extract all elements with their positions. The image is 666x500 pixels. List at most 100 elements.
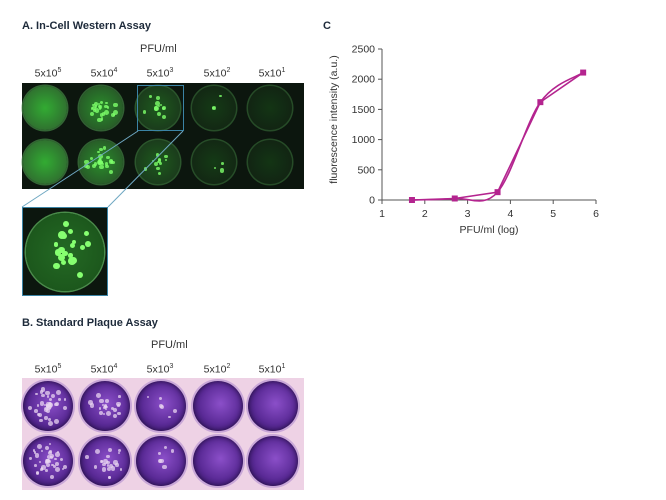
- plaque-spot: [80, 244, 86, 251]
- panel-b-concentration-label: 5x102: [194, 363, 240, 376]
- plaque-clearing: [50, 475, 55, 479]
- plaque-spot: [92, 163, 97, 169]
- fluorescent-well: [136, 86, 180, 130]
- plaque-clearing: [104, 398, 109, 403]
- plaque-plate-image: [22, 378, 304, 490]
- panel-a-concentration-label: 5x102: [194, 67, 240, 80]
- plaque-clearing: [52, 465, 56, 469]
- plaque-clearing: [172, 408, 178, 413]
- plaque-clearing: [55, 401, 60, 406]
- plaque-clearing: [32, 449, 35, 452]
- plaque-clearing: [99, 398, 104, 404]
- plaque-spot: [111, 160, 115, 165]
- plaque-spot: [99, 113, 104, 117]
- plaque-clearing: [168, 415, 171, 419]
- plaque-spot: [94, 108, 100, 113]
- stained-well: [248, 436, 298, 486]
- plaque-clearing: [41, 393, 45, 398]
- plaque-spot: [89, 111, 94, 116]
- plaque-clearing: [101, 462, 106, 467]
- stained-well: [193, 381, 243, 431]
- fluorescent-well: [23, 140, 67, 184]
- plaque-clearing: [96, 393, 101, 399]
- plaque-spot: [142, 109, 147, 114]
- plaque-clearing: [44, 469, 48, 472]
- panel-a-concentration-label: 5x103: [137, 67, 183, 80]
- concentration-exponent: 4: [113, 363, 118, 370]
- plaque-clearing: [49, 453, 55, 459]
- plaque-spot: [211, 106, 215, 110]
- plaque-spot: [112, 110, 118, 116]
- concentration-exponent: 3: [169, 363, 174, 370]
- plaque-clearing: [56, 451, 59, 454]
- y-tick-label: 2500: [352, 44, 376, 56]
- plaque-clearing: [95, 449, 101, 455]
- plaque-spot: [155, 101, 161, 107]
- data-point: [580, 69, 587, 76]
- plaque-clearing: [38, 460, 42, 464]
- fluorescent-well: [248, 86, 292, 130]
- plaque-clearing: [51, 463, 55, 467]
- plaque-spot: [109, 169, 114, 174]
- plaque-clearing: [47, 405, 51, 410]
- plaque-clearing: [46, 395, 50, 398]
- plaque-spot: [112, 113, 116, 117]
- plaque-spot: [98, 154, 103, 159]
- plaque-spot: [164, 158, 167, 161]
- plaque-clearing: [119, 468, 123, 471]
- plaque-clearing: [106, 460, 111, 465]
- plaque-clearing: [49, 403, 53, 407]
- plaque-clearing: [103, 413, 106, 416]
- zoom-selection-box: [137, 85, 184, 131]
- plaque-spot: [219, 94, 222, 98]
- plaque-clearing: [107, 467, 112, 471]
- plaque-spot: [106, 106, 110, 109]
- plaque-clearing: [109, 463, 113, 468]
- concentration-base: 5x10: [34, 363, 58, 376]
- plaque-clearing: [62, 468, 65, 471]
- y-tick-label: 2000: [352, 74, 376, 86]
- plaque-clearing: [46, 463, 50, 468]
- plaque-clearing: [36, 472, 39, 475]
- plaque-clearing: [88, 400, 93, 405]
- concentration-base: 5x10: [90, 363, 114, 376]
- data-point: [408, 197, 415, 203]
- plaque-spot: [60, 259, 66, 266]
- stained-well: [136, 381, 186, 431]
- plaque-clearing: [112, 413, 117, 418]
- plaque-spot: [157, 159, 161, 163]
- plaque-clearing: [54, 419, 59, 425]
- plaque-spot: [97, 117, 102, 123]
- concentration-exponent: 3: [169, 67, 174, 74]
- x-tick-label: 1: [379, 208, 385, 220]
- plaque-spot: [103, 110, 109, 116]
- plaque-clearing: [55, 467, 61, 473]
- plaque-spot: [85, 164, 90, 169]
- plaque-clearing: [159, 458, 164, 464]
- plaque-spot: [113, 102, 118, 108]
- plaque-clearing: [108, 476, 112, 480]
- plaque-spot: [161, 106, 166, 111]
- plaque-spot: [94, 105, 98, 108]
- plaque-clearing: [38, 413, 43, 418]
- plaque-clearing: [118, 395, 122, 398]
- plaque-spot: [98, 107, 101, 110]
- plaque-clearing: [158, 396, 162, 401]
- plaque-clearing: [48, 418, 52, 422]
- fluorescent-well: [23, 86, 67, 130]
- concentration-base: 5x10: [258, 67, 282, 80]
- plaque-spot: [164, 155, 168, 159]
- plaque-clearing: [101, 467, 107, 472]
- plaque-spot: [158, 161, 162, 166]
- panel-a-concentration-label: 5x105: [25, 67, 71, 80]
- plaque-spot: [76, 272, 84, 279]
- fit-curve: [411, 71, 584, 202]
- panel-a-pfu-label: PFU/ml: [140, 43, 177, 55]
- concentration-base: 5x10: [258, 363, 282, 376]
- y-tick-label: 1000: [352, 134, 376, 146]
- plaque-spot: [153, 161, 158, 166]
- plaque-spot: [93, 101, 98, 107]
- panel-b-pfu-label: PFU/ml: [151, 339, 188, 351]
- plaque-spot: [53, 263, 60, 270]
